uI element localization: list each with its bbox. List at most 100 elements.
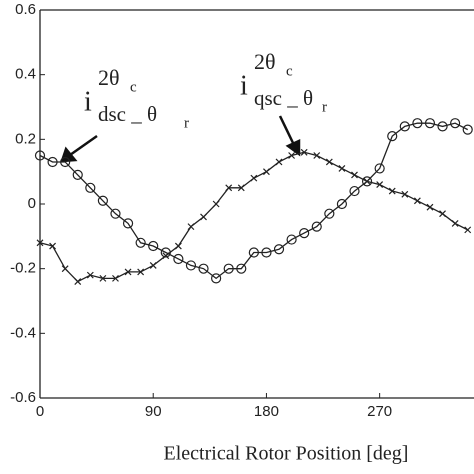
x-tick-label: 0 xyxy=(36,403,44,420)
point xyxy=(112,274,119,282)
annotation-sub-sub: r xyxy=(184,115,189,131)
point xyxy=(437,121,448,132)
y-tick-label: -0.2 xyxy=(10,260,36,277)
arrows xyxy=(60,115,301,163)
point xyxy=(72,169,83,180)
x-tick-label: 180 xyxy=(254,403,279,420)
arrow xyxy=(69,134,98,157)
point xyxy=(212,200,220,208)
point xyxy=(124,268,132,276)
point xyxy=(439,210,446,218)
point xyxy=(324,208,335,219)
point xyxy=(34,150,46,161)
point xyxy=(200,213,207,221)
point xyxy=(351,171,358,179)
point xyxy=(273,244,285,255)
annotation-base: i xyxy=(84,86,92,117)
arrowhead xyxy=(285,139,301,157)
point xyxy=(299,228,310,239)
point xyxy=(61,265,69,273)
point xyxy=(263,168,270,176)
point xyxy=(99,274,107,282)
x-axis-label: Electrical Rotor Position [deg] xyxy=(164,443,409,465)
point xyxy=(187,223,195,231)
point xyxy=(185,260,197,271)
point xyxy=(223,263,234,274)
point xyxy=(149,262,157,269)
annotation: i 2θ c dsc _ θ r xyxy=(84,65,189,131)
point xyxy=(198,263,209,274)
point xyxy=(236,263,247,274)
point xyxy=(86,271,94,279)
point xyxy=(60,156,71,168)
point xyxy=(97,195,108,206)
point xyxy=(47,156,58,168)
y-tick-label: 0 xyxy=(28,195,36,212)
y-tick-label: -0.6 xyxy=(10,389,36,406)
point xyxy=(338,165,346,172)
point xyxy=(275,158,283,166)
x-tick-label: 270 xyxy=(367,403,392,420)
point xyxy=(162,252,170,260)
annotation-sub: qsc _ θ xyxy=(254,86,313,110)
series-line xyxy=(39,122,469,280)
point xyxy=(300,148,308,156)
annotation-base: i xyxy=(240,70,248,101)
point xyxy=(412,118,423,129)
point xyxy=(148,240,159,252)
annotation-sub: dsc _ θ xyxy=(98,102,157,126)
point xyxy=(261,247,272,258)
point xyxy=(311,221,322,232)
point xyxy=(464,226,472,234)
point xyxy=(336,198,348,210)
point xyxy=(248,247,259,258)
point xyxy=(110,208,121,219)
point xyxy=(36,239,44,247)
point xyxy=(288,152,296,159)
point xyxy=(74,278,82,286)
point xyxy=(137,268,145,276)
point xyxy=(85,182,96,193)
annotation-sub-sub: r xyxy=(322,99,327,115)
annotation-sup: 2θ xyxy=(254,49,276,74)
y-tick-label: 0.2 xyxy=(15,130,36,147)
point xyxy=(286,234,297,245)
point xyxy=(374,163,385,174)
point xyxy=(250,174,258,182)
point xyxy=(363,177,371,185)
point xyxy=(450,118,461,129)
point xyxy=(399,121,410,132)
point xyxy=(376,181,384,189)
point xyxy=(49,242,57,250)
annotation-sup-sub: c xyxy=(130,79,137,95)
point xyxy=(387,131,398,142)
point xyxy=(173,253,184,265)
point xyxy=(174,242,182,250)
series-line xyxy=(39,151,469,283)
point xyxy=(451,219,459,227)
point xyxy=(401,190,409,198)
point xyxy=(349,185,360,197)
annotation-sup: 2θ xyxy=(98,65,120,90)
y-tick-label: -0.4 xyxy=(10,324,36,341)
y-tick-label: 0.4 xyxy=(15,66,36,83)
point xyxy=(237,184,245,192)
point xyxy=(135,237,146,248)
annotation: i 2θ c qsc _ θ r xyxy=(240,49,327,115)
y-tick-label: 0.6 xyxy=(15,1,36,18)
point xyxy=(122,218,134,229)
point xyxy=(424,118,436,129)
point xyxy=(325,158,333,166)
point xyxy=(388,187,396,195)
point xyxy=(426,203,434,211)
point xyxy=(313,152,321,159)
x-tick-label: 90 xyxy=(145,403,162,420)
point xyxy=(211,273,222,284)
point xyxy=(413,197,421,205)
annotation-sup-sub: c xyxy=(286,63,293,79)
point xyxy=(361,176,373,187)
point xyxy=(225,184,233,192)
point xyxy=(462,124,473,135)
arrow xyxy=(278,115,296,146)
